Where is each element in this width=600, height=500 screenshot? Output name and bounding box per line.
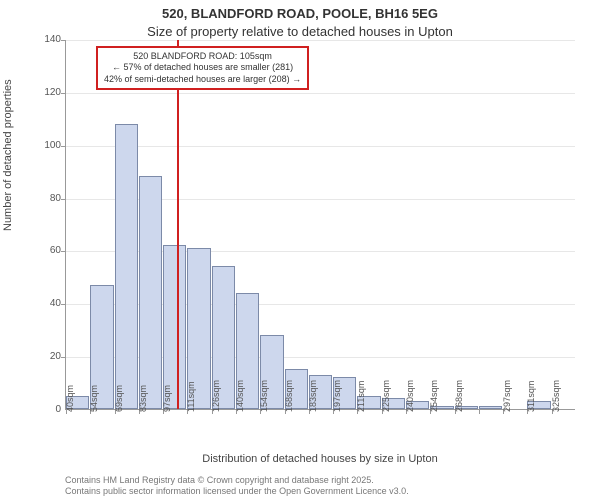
x-tick-label: 268sqm xyxy=(454,380,464,412)
x-tick-label: 240sqm xyxy=(405,380,415,412)
chart-title-sub: Size of property relative to detached ho… xyxy=(0,24,600,39)
reference-line xyxy=(177,40,179,409)
plot-area: 02040608010012014040sqm54sqm69sqm83sqm97… xyxy=(65,40,575,410)
y-tick-label: 40 xyxy=(33,298,61,309)
x-tick-label: 254sqm xyxy=(429,380,439,412)
y-tick-line xyxy=(61,199,66,200)
y-tick-line xyxy=(61,40,66,41)
y-tick-label: 100 xyxy=(33,140,61,151)
chart-title-main: 520, BLANDFORD ROAD, POOLE, BH16 5EG xyxy=(0,6,600,21)
gridline-h xyxy=(66,146,575,147)
y-tick-line xyxy=(61,357,66,358)
footer-line-1: Contains HM Land Registry data © Crown c… xyxy=(65,475,374,485)
y-tick-line xyxy=(61,146,66,147)
annotation-box: 520 BLANDFORD ROAD: 105sqm← 57% of detac… xyxy=(96,46,309,90)
y-tick-label: 140 xyxy=(33,34,61,45)
y-tick-label: 20 xyxy=(33,351,61,362)
x-tick-label: 211sqm xyxy=(356,381,366,412)
x-tick-label: 297sqm xyxy=(502,380,512,412)
x-tick-label: 183sqm xyxy=(308,380,318,412)
x-tick-label: 168sqm xyxy=(284,380,294,412)
x-tick-label: 40sqm xyxy=(65,385,75,412)
y-tick-line xyxy=(61,251,66,252)
gridline-h xyxy=(66,40,575,41)
chart-container: 520, BLANDFORD ROAD, POOLE, BH16 5EG Siz… xyxy=(0,0,600,500)
y-tick-label: 60 xyxy=(33,245,61,256)
x-tick-label: 311sqm xyxy=(526,381,536,412)
x-tick-label: 83sqm xyxy=(138,385,148,412)
x-tick-label: 325sqm xyxy=(551,380,561,412)
y-axis-label: Number of detached properties xyxy=(2,79,14,231)
annotation-line-1: 520 BLANDFORD ROAD: 105sqm xyxy=(104,51,301,62)
x-tick-label: 225sqm xyxy=(381,380,391,412)
x-tick-label: 154sqm xyxy=(259,380,269,412)
x-tick-label: 97sqm xyxy=(162,385,172,412)
x-tick-label: 69sqm xyxy=(114,385,124,412)
x-tick-line xyxy=(479,409,480,414)
y-tick-line xyxy=(61,93,66,94)
x-tick-label: 197sqm xyxy=(332,380,342,412)
x-tick-label: 140sqm xyxy=(235,380,245,412)
annotation-line-2: ← 57% of detached houses are smaller (28… xyxy=(104,62,301,73)
x-tick-label: 54sqm xyxy=(89,385,99,412)
gridline-h xyxy=(66,93,575,94)
x-tick-label: 126sqm xyxy=(211,380,221,412)
y-tick-line xyxy=(61,304,66,305)
histogram-bar xyxy=(479,406,502,409)
y-tick-label: 120 xyxy=(33,87,61,98)
footer-line-2: Contains public sector information licen… xyxy=(65,486,409,496)
histogram-bar xyxy=(139,176,162,409)
annotation-line-3: 42% of semi-detached houses are larger (… xyxy=(104,74,301,85)
y-tick-label: 0 xyxy=(33,404,61,415)
y-tick-label: 80 xyxy=(33,193,61,204)
x-axis-label: Distribution of detached houses by size … xyxy=(65,453,575,465)
x-tick-label: 111sqm xyxy=(186,381,196,412)
histogram-bar xyxy=(115,124,138,409)
